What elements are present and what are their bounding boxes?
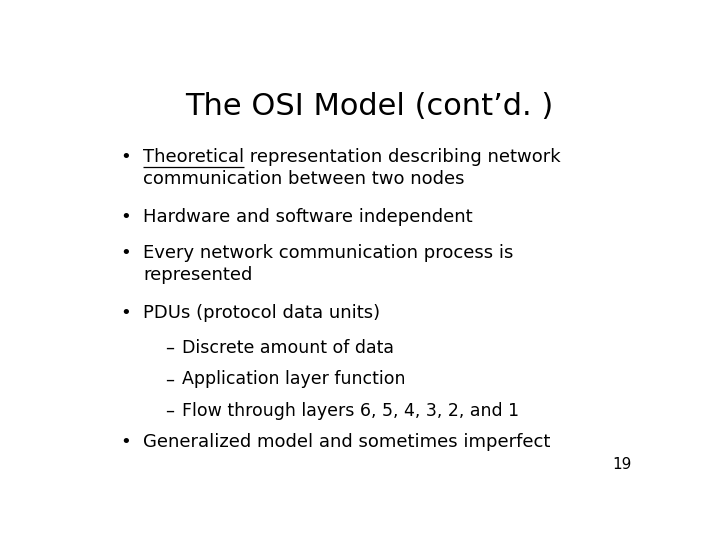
Text: communication between two nodes: communication between two nodes xyxy=(143,171,464,188)
Text: Application layer function: Application layer function xyxy=(182,370,405,388)
Text: 19: 19 xyxy=(612,457,631,472)
Text: •: • xyxy=(121,304,132,322)
Text: •: • xyxy=(121,148,132,166)
Text: Every network communication process is
represented: Every network communication process is r… xyxy=(143,244,513,284)
Text: PDUs (protocol data units): PDUs (protocol data units) xyxy=(143,304,380,322)
Text: –: – xyxy=(166,370,174,388)
Text: Theoretical: Theoretical xyxy=(143,148,244,166)
Text: Flow through layers 6, 5, 4, 3, 2, and 1: Flow through layers 6, 5, 4, 3, 2, and 1 xyxy=(182,402,519,420)
Text: •: • xyxy=(121,433,132,451)
Text: Hardware and software independent: Hardware and software independent xyxy=(143,208,472,226)
Text: –: – xyxy=(166,402,174,420)
Text: •: • xyxy=(121,208,132,226)
Text: representation describing network: representation describing network xyxy=(244,148,561,166)
Text: •: • xyxy=(121,244,132,261)
Text: Generalized model and sometimes imperfect: Generalized model and sometimes imperfec… xyxy=(143,433,550,451)
Text: The OSI Model (cont’d. ): The OSI Model (cont’d. ) xyxy=(185,92,553,121)
Text: –: – xyxy=(166,339,174,357)
Text: Discrete amount of data: Discrete amount of data xyxy=(182,339,394,357)
